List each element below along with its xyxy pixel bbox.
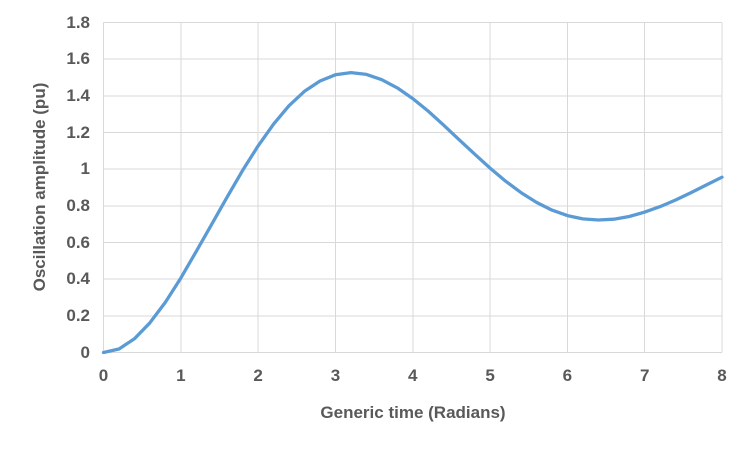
x-tick-label: 2 — [253, 366, 263, 385]
y-tick-label: 0.6 — [66, 232, 90, 252]
y-tick-label: 1.6 — [66, 49, 90, 69]
x-tick-label: 0 — [98, 366, 109, 385]
y-axis-title: Oscillation amplitude (pu) — [30, 82, 49, 292]
x-axis-title: Generic time (Radians) — [320, 403, 506, 422]
x-tick-label: 1 — [176, 366, 186, 385]
x-tick-label: 5 — [485, 366, 495, 385]
y-tick-label: 0.2 — [66, 305, 90, 325]
y-tick-label: 0.4 — [66, 269, 90, 289]
x-tick-label: 6 — [562, 366, 573, 385]
x-tick-label: 8 — [717, 366, 727, 385]
y-tick-label: 1 — [80, 159, 90, 179]
x-tick-label: 3 — [330, 366, 341, 385]
series-line — [101, 70, 724, 355]
x-tick-label: 4 — [408, 366, 418, 385]
y-tick-label: 1.4 — [66, 85, 90, 105]
x-tick-label: 7 — [639, 366, 650, 385]
y-tick-label: 1.8 — [66, 12, 90, 32]
y-tick-label: 1.2 — [66, 122, 90, 142]
y-tick-label: 0.8 — [66, 195, 90, 215]
y-tick-label: 0 — [80, 342, 90, 362]
